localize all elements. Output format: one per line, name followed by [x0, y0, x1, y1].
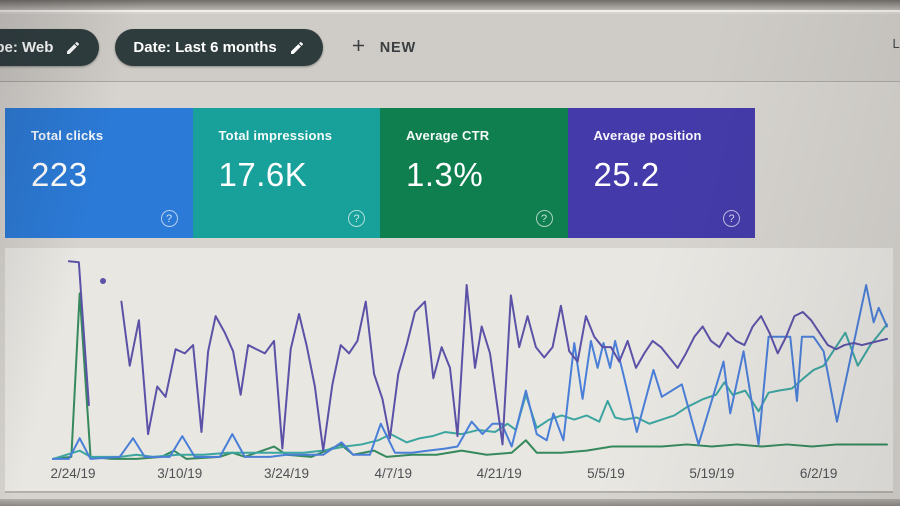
x-axis-label: 4/21/19: [476, 466, 522, 481]
series-line-position: [69, 261, 89, 405]
new-filter-button-label: NEW: [379, 39, 416, 56]
x-axis-label: 5/19/19: [689, 466, 735, 481]
card-total-clicks[interactable]: Total clicks 223 ?: [5, 108, 193, 238]
screen-bottom-bezel: [0, 499, 900, 506]
edit-icon[interactable]: [65, 40, 81, 56]
filter-toolbar: type: Web Date: Last 6 months NEW La: [0, 14, 900, 82]
x-axis-label: 5/5/19: [587, 466, 625, 481]
filter-chip-date[interactable]: Date: Last 6 months: [115, 29, 323, 66]
screen-top-bezel: [0, 0, 900, 12]
x-axis-label: 4/7/19: [374, 466, 413, 481]
card-total-clicks-label: Total clicks: [31, 128, 104, 143]
filter-chip-search-type-label: type: Web: [0, 39, 54, 56]
new-filter-button[interactable]: NEW: [349, 36, 416, 59]
series-point-position: [100, 277, 107, 284]
series-line-position: [121, 285, 887, 451]
dashboard-content: Total clicks 223 ? Total impressions 17.…: [0, 83, 900, 506]
x-axis-label: 3/10/19: [157, 466, 203, 481]
help-icon[interactable]: ?: [160, 210, 178, 227]
edit-icon[interactable]: [289, 40, 305, 56]
card-total-impressions-label: Total impressions: [218, 128, 333, 143]
series-line-clicks: [53, 285, 887, 459]
card-average-position-value: 25.2: [593, 156, 660, 193]
card-average-position[interactable]: Average position 25.2 ?: [567, 108, 755, 238]
help-icon[interactable]: ?: [348, 210, 365, 227]
summary-cards-row: Total clicks 223 ? Total impressions 17.…: [5, 108, 755, 238]
help-icon[interactable]: ?: [535, 210, 553, 227]
x-axis-label: 3/24/19: [263, 466, 310, 481]
clipped-text-fragment: La: [892, 36, 900, 51]
chart-x-axis: 2/24/19 3/10/19 3/24/19 4/7/19 4/21/19 5/5/19…: [50, 466, 887, 488]
card-average-ctr-value: 1.3%: [406, 156, 484, 193]
chart-plot[interactable]: [53, 254, 887, 461]
card-average-ctr-label: Average CTR: [406, 128, 490, 143]
card-total-impressions-value: 17.6K: [218, 156, 308, 193]
card-average-ctr[interactable]: Average CTR 1.3% ?: [380, 108, 568, 238]
performance-chart-card: 2/24/19 3/10/19 3/24/19 4/7/19 4/21/19 5/5/19…: [5, 248, 893, 493]
filter-chip-date-label: Date: Last 6 months: [133, 39, 277, 56]
series-line-ctr: [53, 293, 887, 459]
card-total-clicks-value: 223: [31, 156, 88, 193]
x-axis-label: 2/24/19: [50, 466, 96, 481]
card-average-position-label: Average position: [593, 128, 702, 143]
series-line-impressions: [53, 324, 887, 459]
filter-chip-search-type[interactable]: type: Web: [0, 29, 100, 66]
chart-svg: [53, 254, 887, 461]
add-icon: [349, 36, 368, 59]
card-total-impressions[interactable]: Total impressions 17.6K ?: [192, 108, 380, 238]
help-icon[interactable]: ?: [723, 210, 740, 227]
x-axis-label: 6/2/19: [799, 466, 838, 481]
